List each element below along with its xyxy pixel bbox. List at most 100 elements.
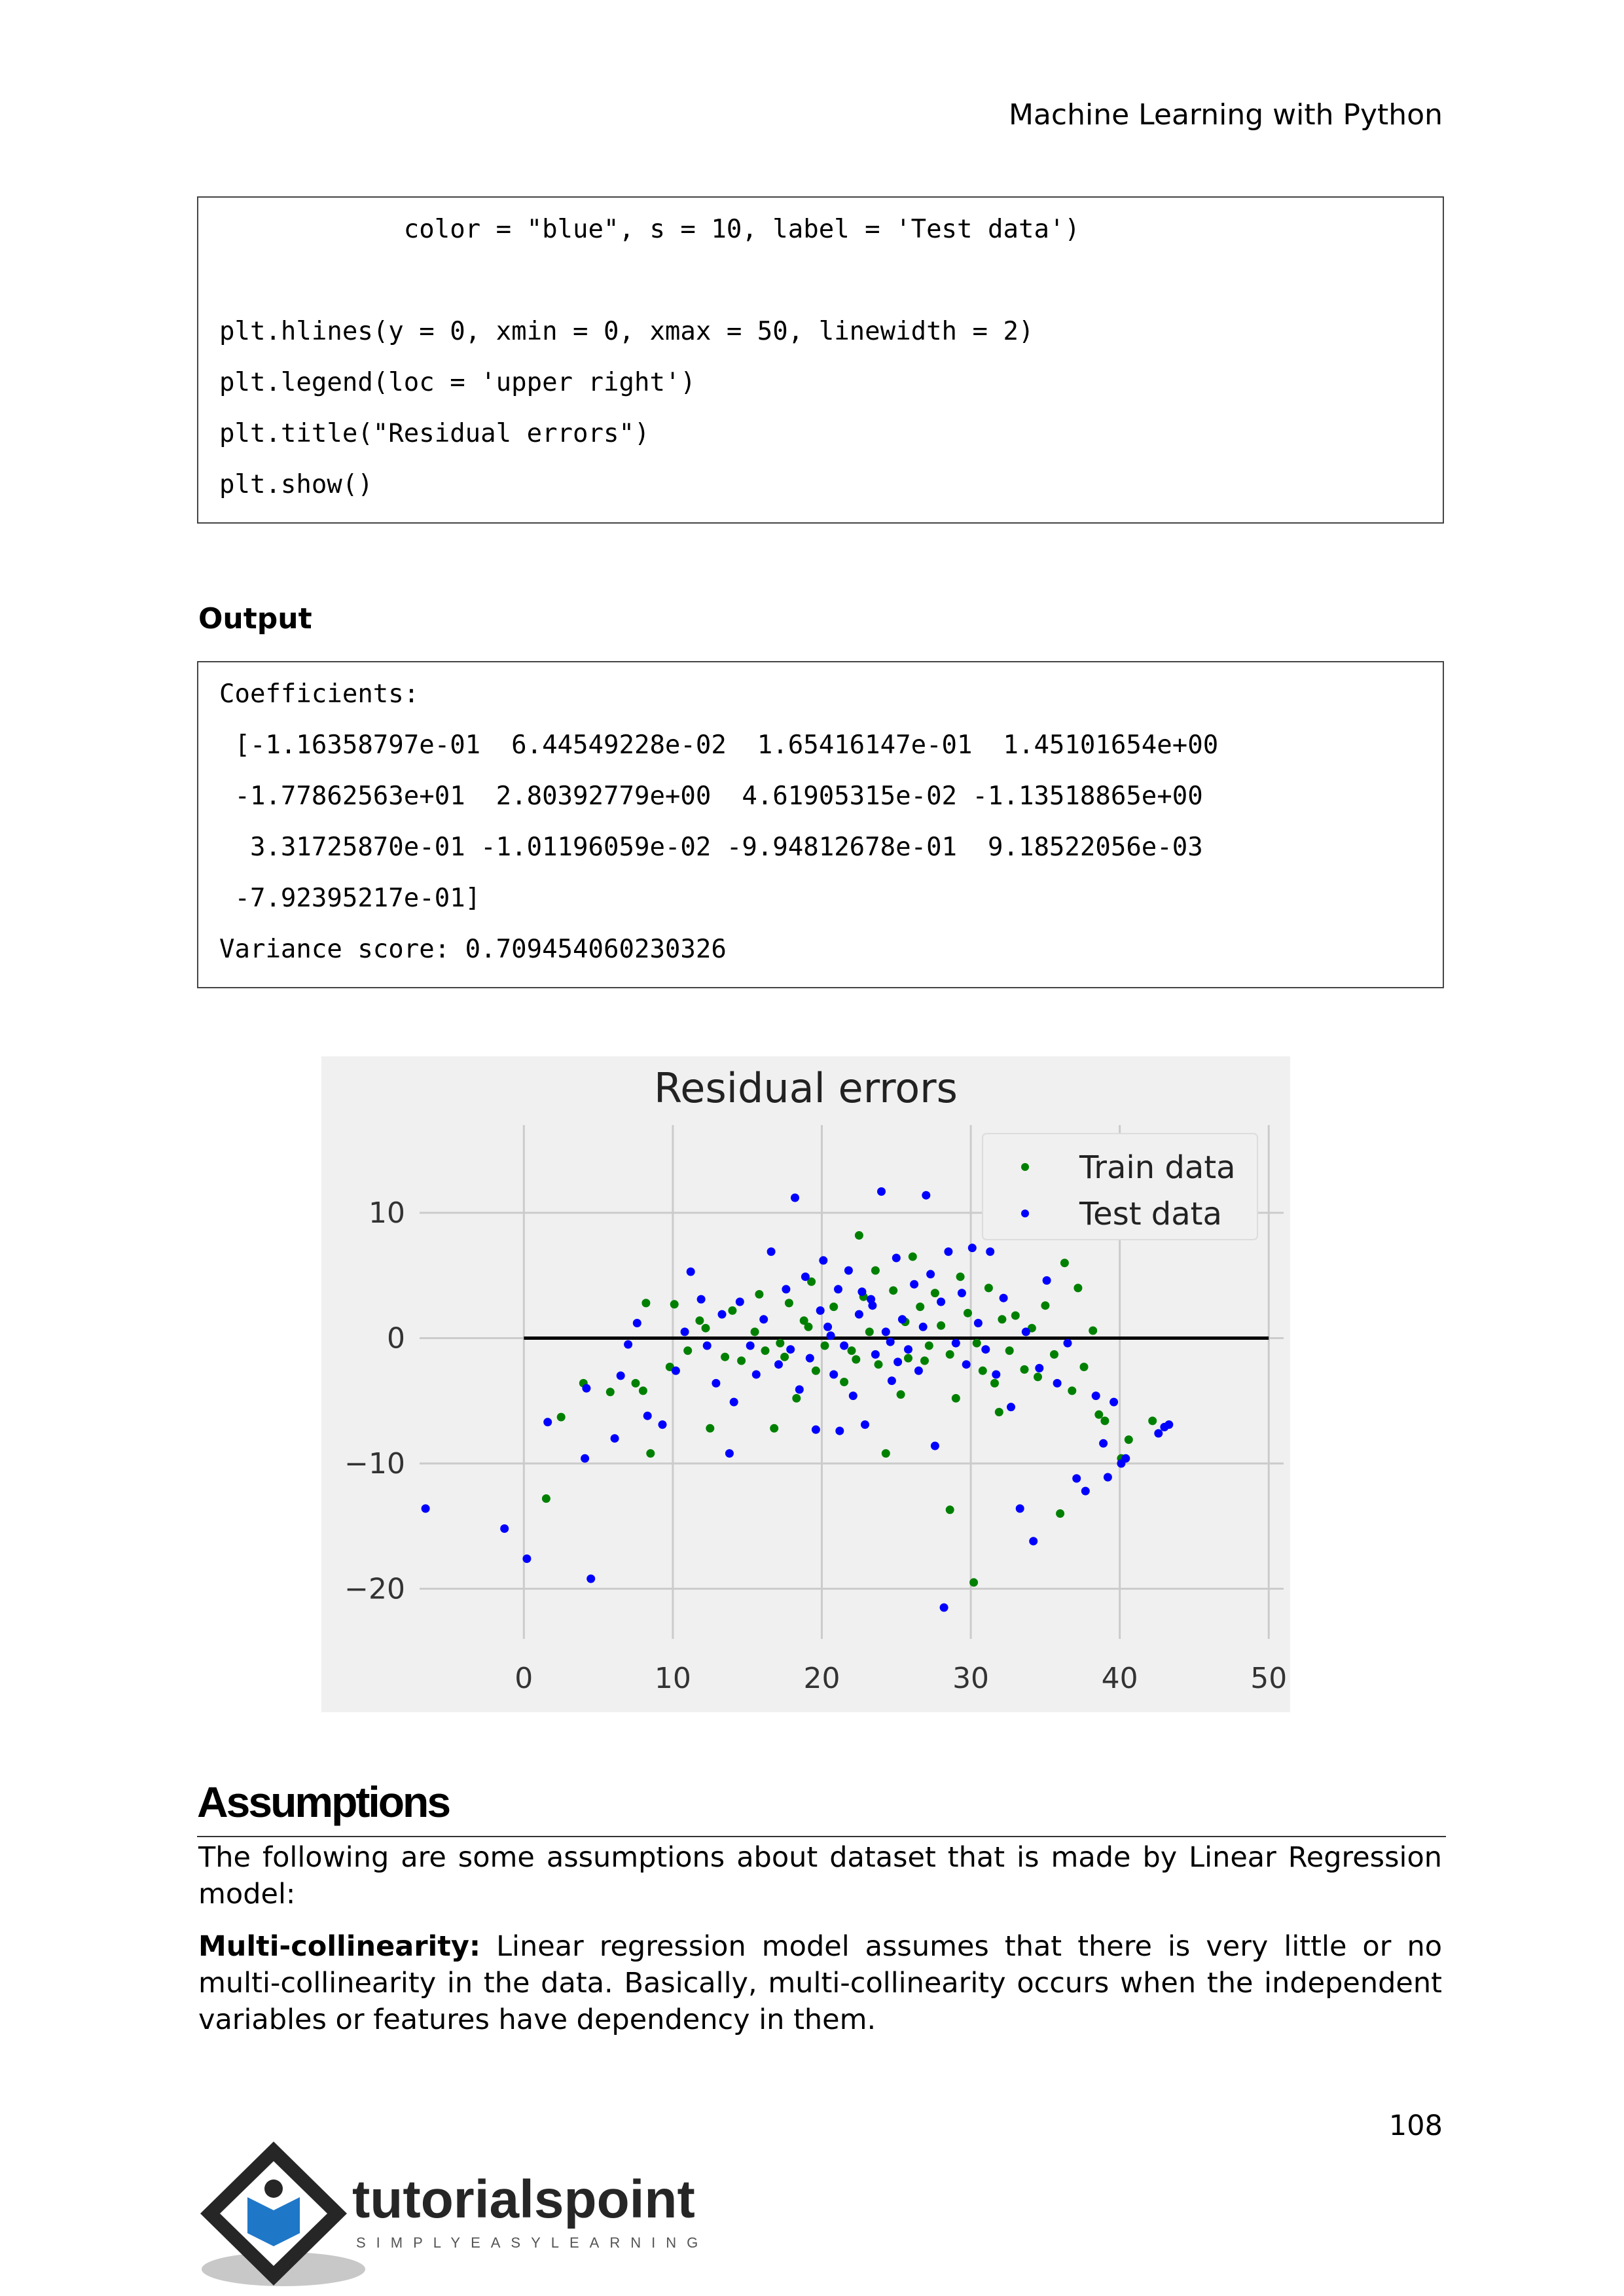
test-data-point [782, 1285, 791, 1294]
train-data-point [1124, 1435, 1133, 1444]
train-data-point [1020, 1365, 1029, 1374]
train-data-point [631, 1378, 640, 1388]
train-data-point [951, 1393, 960, 1403]
train-data-point [889, 1286, 898, 1295]
test-data-point [992, 1370, 1001, 1379]
train-data-point [776, 1338, 785, 1348]
train-data-point [937, 1321, 946, 1330]
x-tick-label: 20 [803, 1662, 840, 1695]
test-data-point [717, 1310, 727, 1319]
legend-box [982, 1133, 1258, 1240]
tutorialspoint-logo: tutorialspoint SIMPLYEASYLEARNING [200, 2142, 706, 2286]
test-data-point [1099, 1439, 1108, 1448]
train-data-point [1089, 1326, 1098, 1335]
test-data-point [904, 1345, 912, 1354]
output-label: Output [198, 602, 312, 636]
train-data-point [706, 1424, 715, 1433]
test-data-point [746, 1341, 755, 1350]
test-data-point [671, 1366, 680, 1375]
test-data-point [805, 1354, 814, 1363]
test-data-point [973, 1319, 983, 1327]
test-data-point [696, 1295, 706, 1304]
test-data-point [1110, 1397, 1119, 1407]
test-data-point [939, 1603, 948, 1612]
train-data-point [1034, 1372, 1042, 1382]
code-line: plt.legend(loc = 'upper right') [219, 368, 696, 397]
test-data-point [586, 1574, 596, 1583]
train-data-point [605, 1388, 615, 1397]
test-data-point [910, 1280, 919, 1289]
train-data-point [930, 1289, 939, 1298]
code-line: plt.show() [219, 470, 373, 499]
y-tick-label: −20 [344, 1572, 405, 1605]
test-data-point [686, 1267, 695, 1276]
logo-tagline: SIMPLYEASYLEARNING [356, 2234, 706, 2251]
test-data-point [624, 1340, 633, 1349]
test-data-point [937, 1297, 946, 1306]
train-data-point [1068, 1386, 1077, 1395]
test-data-point [658, 1420, 667, 1429]
test-data-point [922, 1191, 931, 1200]
test-data-point [1053, 1378, 1062, 1388]
test-data-point [826, 1331, 835, 1340]
test-data-point [500, 1524, 509, 1533]
test-data-point [421, 1504, 430, 1513]
train-data-point [683, 1346, 693, 1355]
test-data-point [791, 1193, 799, 1202]
test-data-point [835, 1426, 844, 1435]
train-data-point [811, 1366, 820, 1375]
x-tick-label: 0 [514, 1662, 533, 1695]
test-data-point [868, 1301, 877, 1310]
train-data-point [670, 1300, 679, 1309]
legend-marker-test [1021, 1210, 1029, 1217]
test-data-point [951, 1338, 960, 1348]
train-data-point [638, 1386, 647, 1395]
test-data-point [823, 1322, 833, 1331]
test-data-point [610, 1434, 619, 1443]
train-data-point [1056, 1509, 1065, 1518]
output-line: Coefficients: [219, 679, 420, 709]
book-icon [247, 2197, 300, 2246]
train-data-point [780, 1352, 789, 1361]
test-data-point [829, 1370, 839, 1379]
train-data-point [1079, 1363, 1089, 1371]
code-block: color = "blue", s = 10, label = 'Test da… [197, 196, 1444, 524]
test-data-point [819, 1256, 828, 1265]
output-line: -7.92395217e-01] [219, 884, 481, 913]
test-data-point [1091, 1391, 1100, 1401]
train-data-point [1094, 1410, 1104, 1419]
test-data-point [893, 1357, 903, 1367]
train-data-point [852, 1355, 861, 1364]
train-data-point [1011, 1311, 1020, 1320]
train-data-point [964, 1308, 972, 1318]
x-tick-label: 40 [1102, 1662, 1138, 1695]
logo-wordmark: tutorialspoint [352, 2170, 695, 2229]
train-data-point [784, 1299, 793, 1308]
test-data-point [871, 1350, 880, 1359]
section-heading: Assumptions [197, 1778, 451, 1826]
test-data-point [680, 1327, 689, 1336]
train-data-point [804, 1322, 813, 1331]
test-data-point [844, 1266, 853, 1275]
train-data-point [871, 1266, 880, 1275]
train-data-point [1060, 1259, 1069, 1268]
test-data-point [881, 1327, 890, 1336]
multicollinearity-term: Multi-collinearity: [198, 1930, 481, 1963]
test-data-point [886, 1337, 895, 1346]
train-data-point [556, 1412, 566, 1422]
test-data-point [522, 1554, 532, 1563]
train-data-point [1148, 1416, 1157, 1426]
test-data-point [543, 1418, 552, 1427]
train-data-point [865, 1327, 874, 1336]
train-data-point [755, 1290, 764, 1299]
train-data-point [896, 1390, 905, 1399]
train-data-point [854, 1231, 863, 1240]
output-line: -1.77862563e+01 2.80392779e+00 4.6190531… [219, 781, 1203, 811]
train-data-point [721, 1352, 730, 1361]
train-data-point [646, 1449, 655, 1458]
multicollinearity-paragraph: Multi-collinearity: Linear regression mo… [198, 1928, 1442, 2038]
test-data-point [840, 1341, 849, 1350]
output-line: 3.31725870e-01 -1.01196059e-02 -9.948126… [219, 833, 1203, 862]
legend-label-train: Train data [1079, 1149, 1236, 1186]
test-data-point [702, 1341, 712, 1350]
